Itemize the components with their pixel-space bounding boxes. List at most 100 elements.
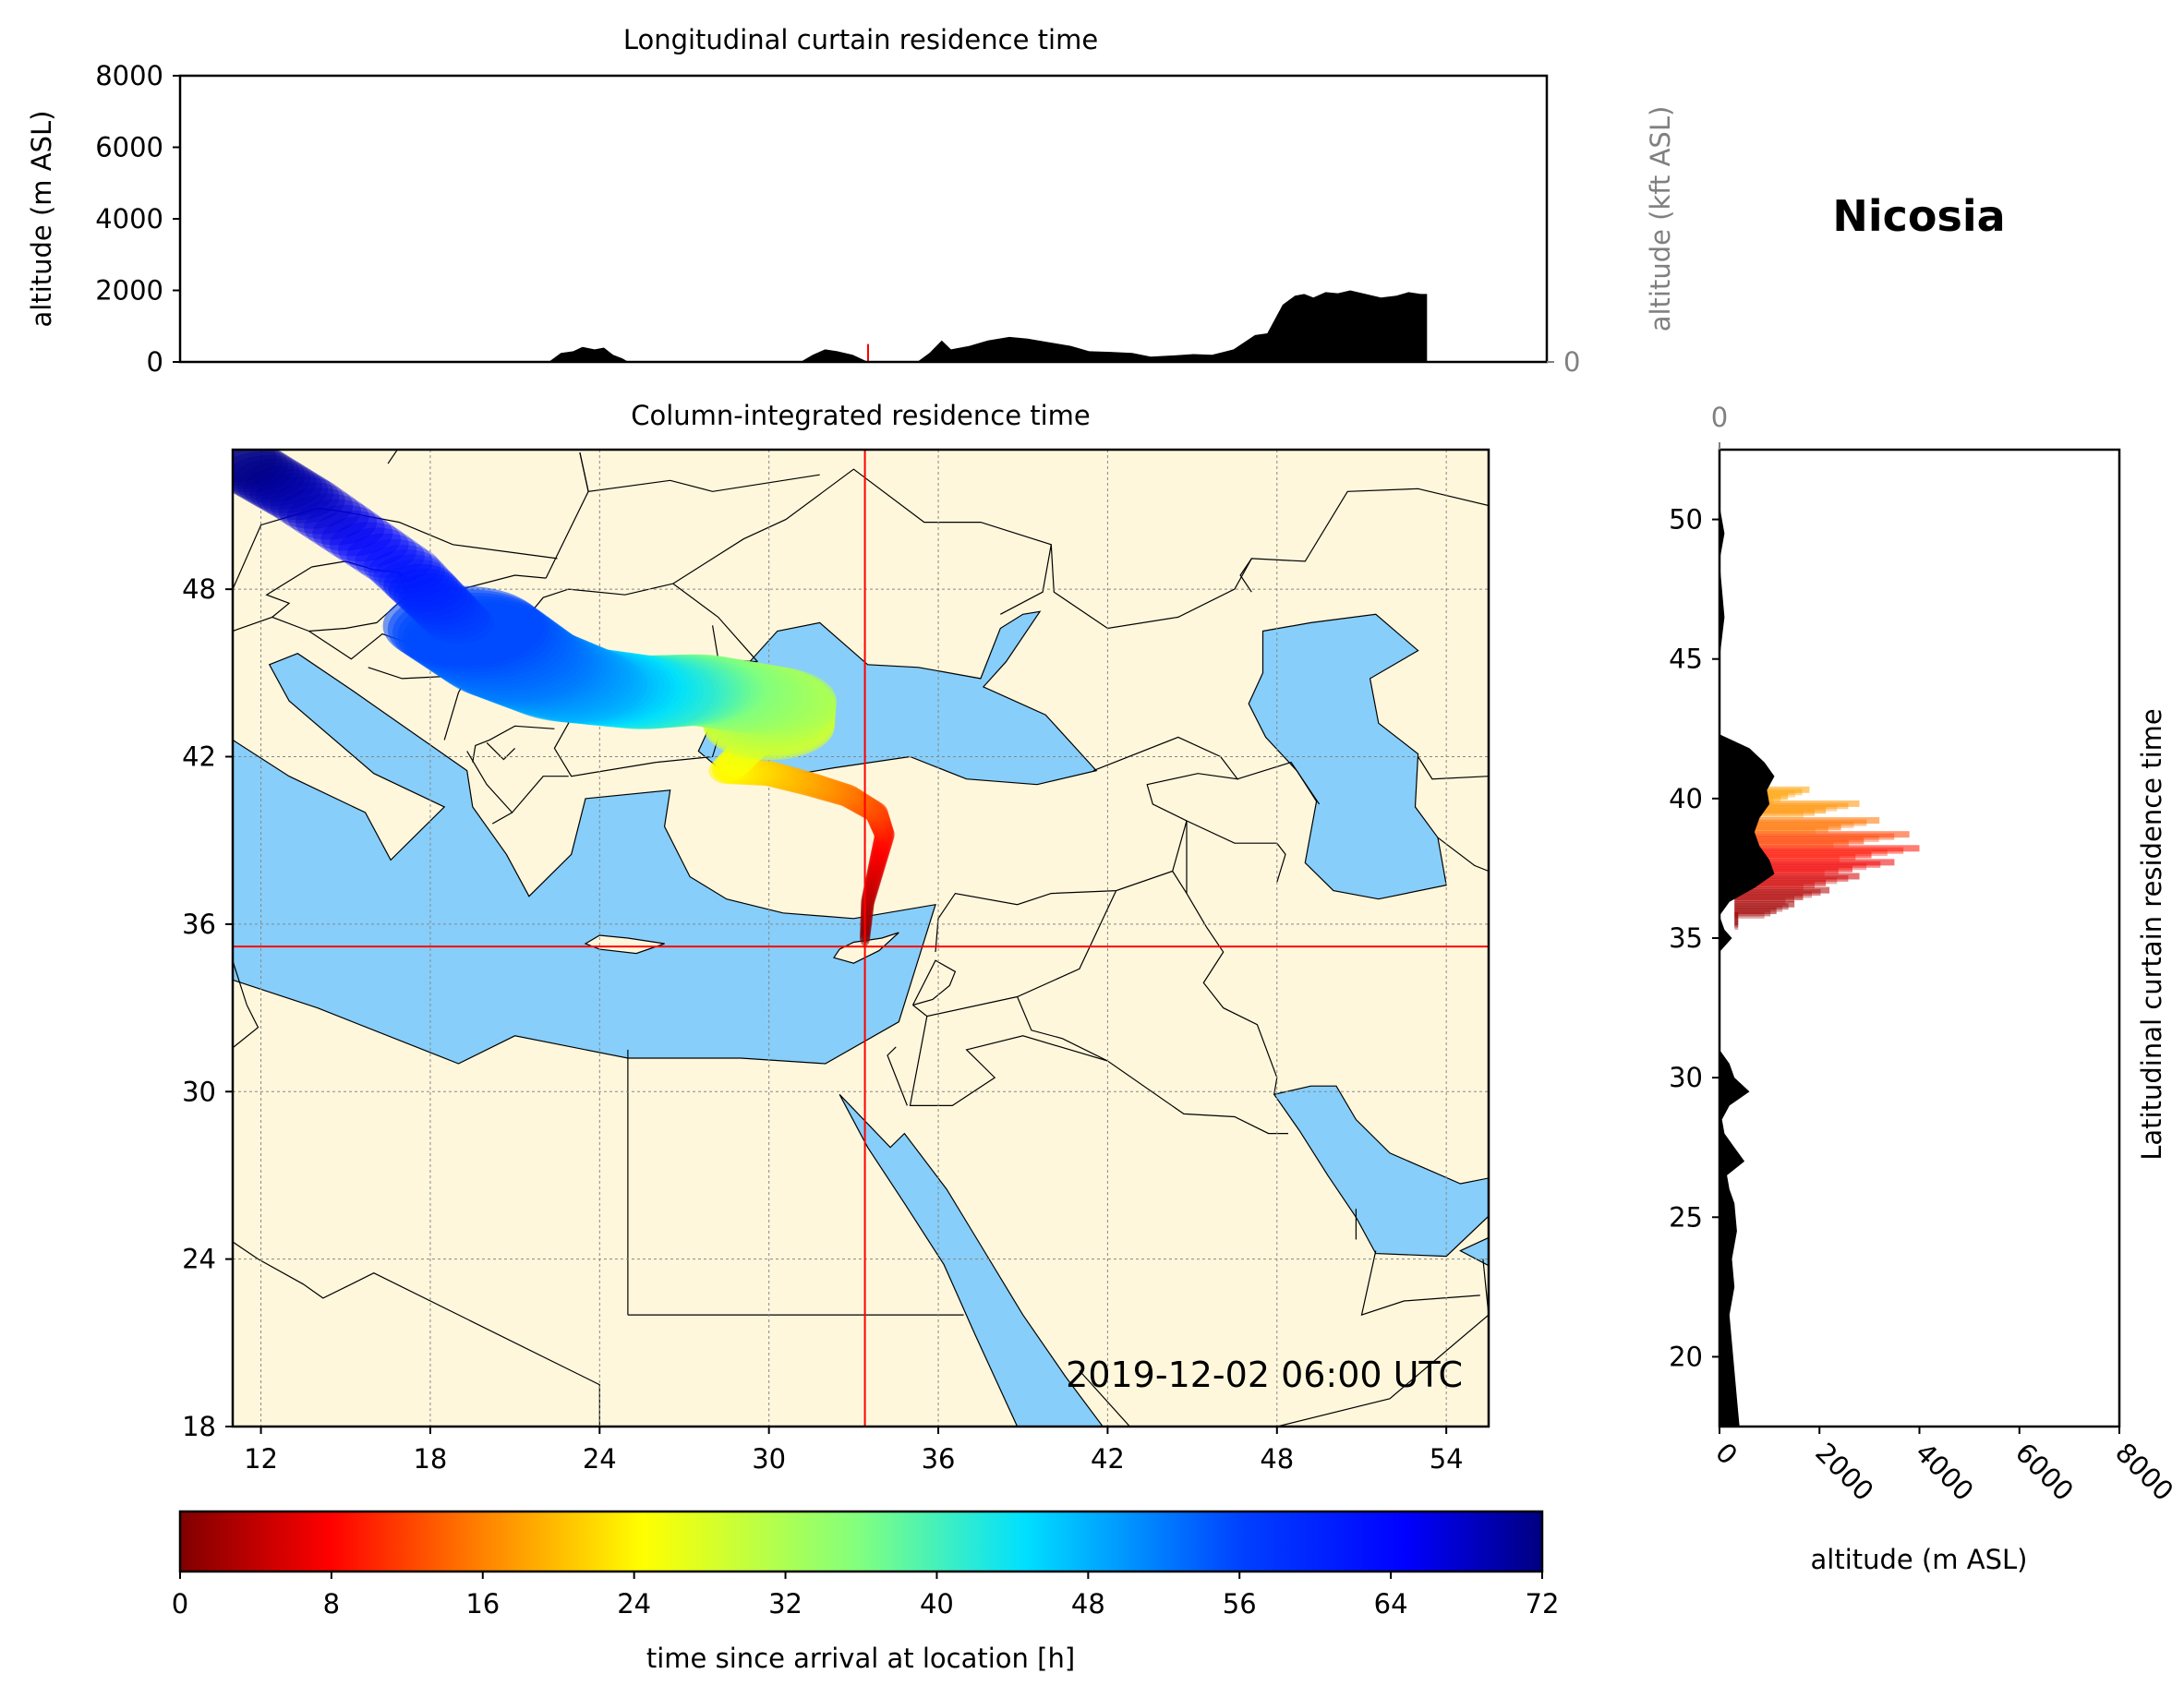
latitudinal-plume-mark: [1734, 905, 1783, 912]
latitudinal-x-tick-label: 2000: [1809, 1437, 1879, 1507]
latitudinal-plume-mark: [1734, 859, 1895, 866]
latitudinal-plume-mark: [1734, 837, 1864, 845]
map-y-tick-label: 48: [182, 573, 216, 605]
colorbar-tick-label: 32: [768, 1588, 802, 1620]
plume-mark: [278, 488, 361, 535]
latitudinal-terrain: [1719, 450, 1775, 1427]
latitudinal-plume-mark: [1734, 804, 1838, 812]
plume-mark: [249, 469, 334, 517]
longitudinal-y-tick-label: 8000: [95, 60, 163, 91]
mediterranean-sea: [233, 653, 936, 1065]
map-x-tick-label: 36: [922, 1443, 956, 1475]
colorbar-tick-label: 8: [323, 1588, 340, 1620]
plume-mark: [286, 493, 369, 540]
plume-mark: [378, 559, 454, 603]
latitudinal-plume-mark: [1734, 835, 1879, 842]
colorbar-tick-label: 72: [1526, 1588, 1560, 1620]
map-x-tick-label: 18: [413, 1443, 447, 1475]
longitudinal-y-tick-label: 2000: [95, 275, 163, 307]
latitudinal-plume-mark: [1734, 811, 1804, 818]
latitudinal-x-ticks: 0 2000 4000 6000 8000: [1709, 1427, 2179, 1507]
latitudinal-x-tick-top-label: 0: [1711, 402, 1728, 433]
latitudinal-plume-mark: [1734, 849, 1888, 857]
latitudinal-plume-mark: [1734, 893, 1804, 900]
colorbar: 0 8 16 24 32 40 48 56 64 72 time since arrival at…: [172, 1510, 1560, 1674]
latitudinal-plume-mark: [1734, 863, 1867, 871]
latitudinal-plume-mark: [1734, 911, 1765, 919]
map-y-ticks: 18 24 30 36 42 48: [182, 573, 233, 1442]
longitudinal-ylabel-right: altitude (kft ASL): [1645, 106, 1676, 332]
latitudinal-plume-mark: [1734, 870, 1825, 877]
plume-mark: [270, 482, 354, 529]
latitudinal-plume-mark: [1734, 916, 1739, 923]
longitudinal-y-ticks: 0 2000 4000 6000 8000: [95, 60, 180, 378]
plume-mark: [233, 450, 283, 487]
latitudinal-plume-mark: [1734, 879, 1827, 886]
map-timestamp: 2019-12-02 06:00 UTC: [1066, 1355, 1463, 1395]
longitudinal-y-tick-label: 6000: [95, 132, 163, 163]
latitudinal-plume: [1734, 786, 1920, 930]
plume-mark: [233, 450, 295, 493]
arabian-sea-corner: [1459, 1236, 1489, 1267]
colorbar-ticks: 0 8 16 24 32 40 48 56 64 72: [172, 1572, 1560, 1620]
plume-mark: [383, 563, 459, 608]
latitudinal-axes-frame: [1718, 448, 2121, 1428]
map-y-tick-label: 24: [182, 1244, 216, 1275]
plume-mark: [233, 458, 317, 507]
longitudinal-y-tick-label: 4000: [95, 203, 163, 235]
latitudinal-plume-mark: [1734, 877, 1838, 885]
map-panel: Column-integrated residence time: [182, 400, 1490, 1475]
latitudinal-plume-mark: [1734, 891, 1813, 898]
map-x-tick-label: 54: [1430, 1443, 1464, 1475]
plume-mark: [233, 454, 311, 503]
plume-mark: [337, 527, 417, 573]
latitudinal-plume-mark: [1734, 922, 1739, 930]
latitudinal-y-tick-label: 40: [1669, 783, 1703, 814]
latitudinal-y-tick-label: 35: [1669, 922, 1703, 954]
latitudinal-plume-mark: [1734, 831, 1910, 838]
map-title: Column-integrated residence time: [631, 400, 1091, 431]
colorbar-label: time since arrival at location [h]: [646, 1643, 1075, 1674]
plume-mark: [295, 499, 378, 546]
plume-mark: [346, 533, 425, 579]
colorbar-tick-label: 40: [920, 1588, 954, 1620]
map-y-tick-label: 42: [182, 741, 216, 773]
latitudinal-plume-mark: [1734, 807, 1827, 814]
latitudinal-y-ticks: 20 25 30 35 40 45 50: [1669, 504, 1719, 1372]
plume-mark: [243, 465, 329, 513]
latitudinal-plume-mark: [1734, 897, 1786, 905]
plume-mark: [255, 473, 340, 521]
latitudinal-x-tick-label: 6000: [2009, 1437, 2080, 1507]
map-y-tick-label: 36: [182, 909, 216, 940]
plume-mark: [233, 451, 306, 500]
cyprus-island: [833, 932, 899, 964]
latitudinal-x-tick-label: 0: [1709, 1437, 1744, 1471]
colorbar-tick-label: 16: [465, 1588, 500, 1620]
latitudinal-x-tick-label: 4000: [1910, 1437, 1980, 1507]
colorbar-tick-label: 24: [617, 1588, 651, 1620]
map-x-tick-label: 42: [1091, 1443, 1125, 1475]
plume-mark: [261, 476, 345, 524]
colorbar-tick-label: 64: [1374, 1588, 1408, 1620]
colorbar-tick-label: 48: [1071, 1588, 1105, 1620]
plume-mark: [233, 450, 300, 497]
plume-mark: [236, 462, 322, 511]
red-sea: [839, 1093, 1104, 1427]
latitudinal-y-tick-label: 20: [1669, 1341, 1703, 1372]
map-x-tick-label: 12: [244, 1443, 278, 1475]
map-axes-frame: [231, 448, 1490, 1428]
plume-mark: [233, 450, 277, 483]
latitudinal-y-tick-label: 30: [1669, 1062, 1703, 1093]
longitudinal-y-ticks-right: 050100: [1547, 346, 1580, 378]
longitudinal-panel: Longitudinal curtain residence time 0 200…: [26, 24, 1676, 378]
longitudinal-ylabel: altitude (m ASL): [26, 111, 57, 328]
location-title: Nicosia: [1832, 191, 2005, 241]
latitudinal-plume-mark: [1734, 800, 1860, 807]
map-y-tick-label: 18: [182, 1411, 216, 1442]
latitudinal-plume-mark: [1734, 842, 1834, 849]
plume-mark: [320, 516, 402, 562]
latitudinal-plume-mark: [1734, 919, 1739, 926]
latitudinal-y-tick-label: 45: [1669, 644, 1703, 675]
